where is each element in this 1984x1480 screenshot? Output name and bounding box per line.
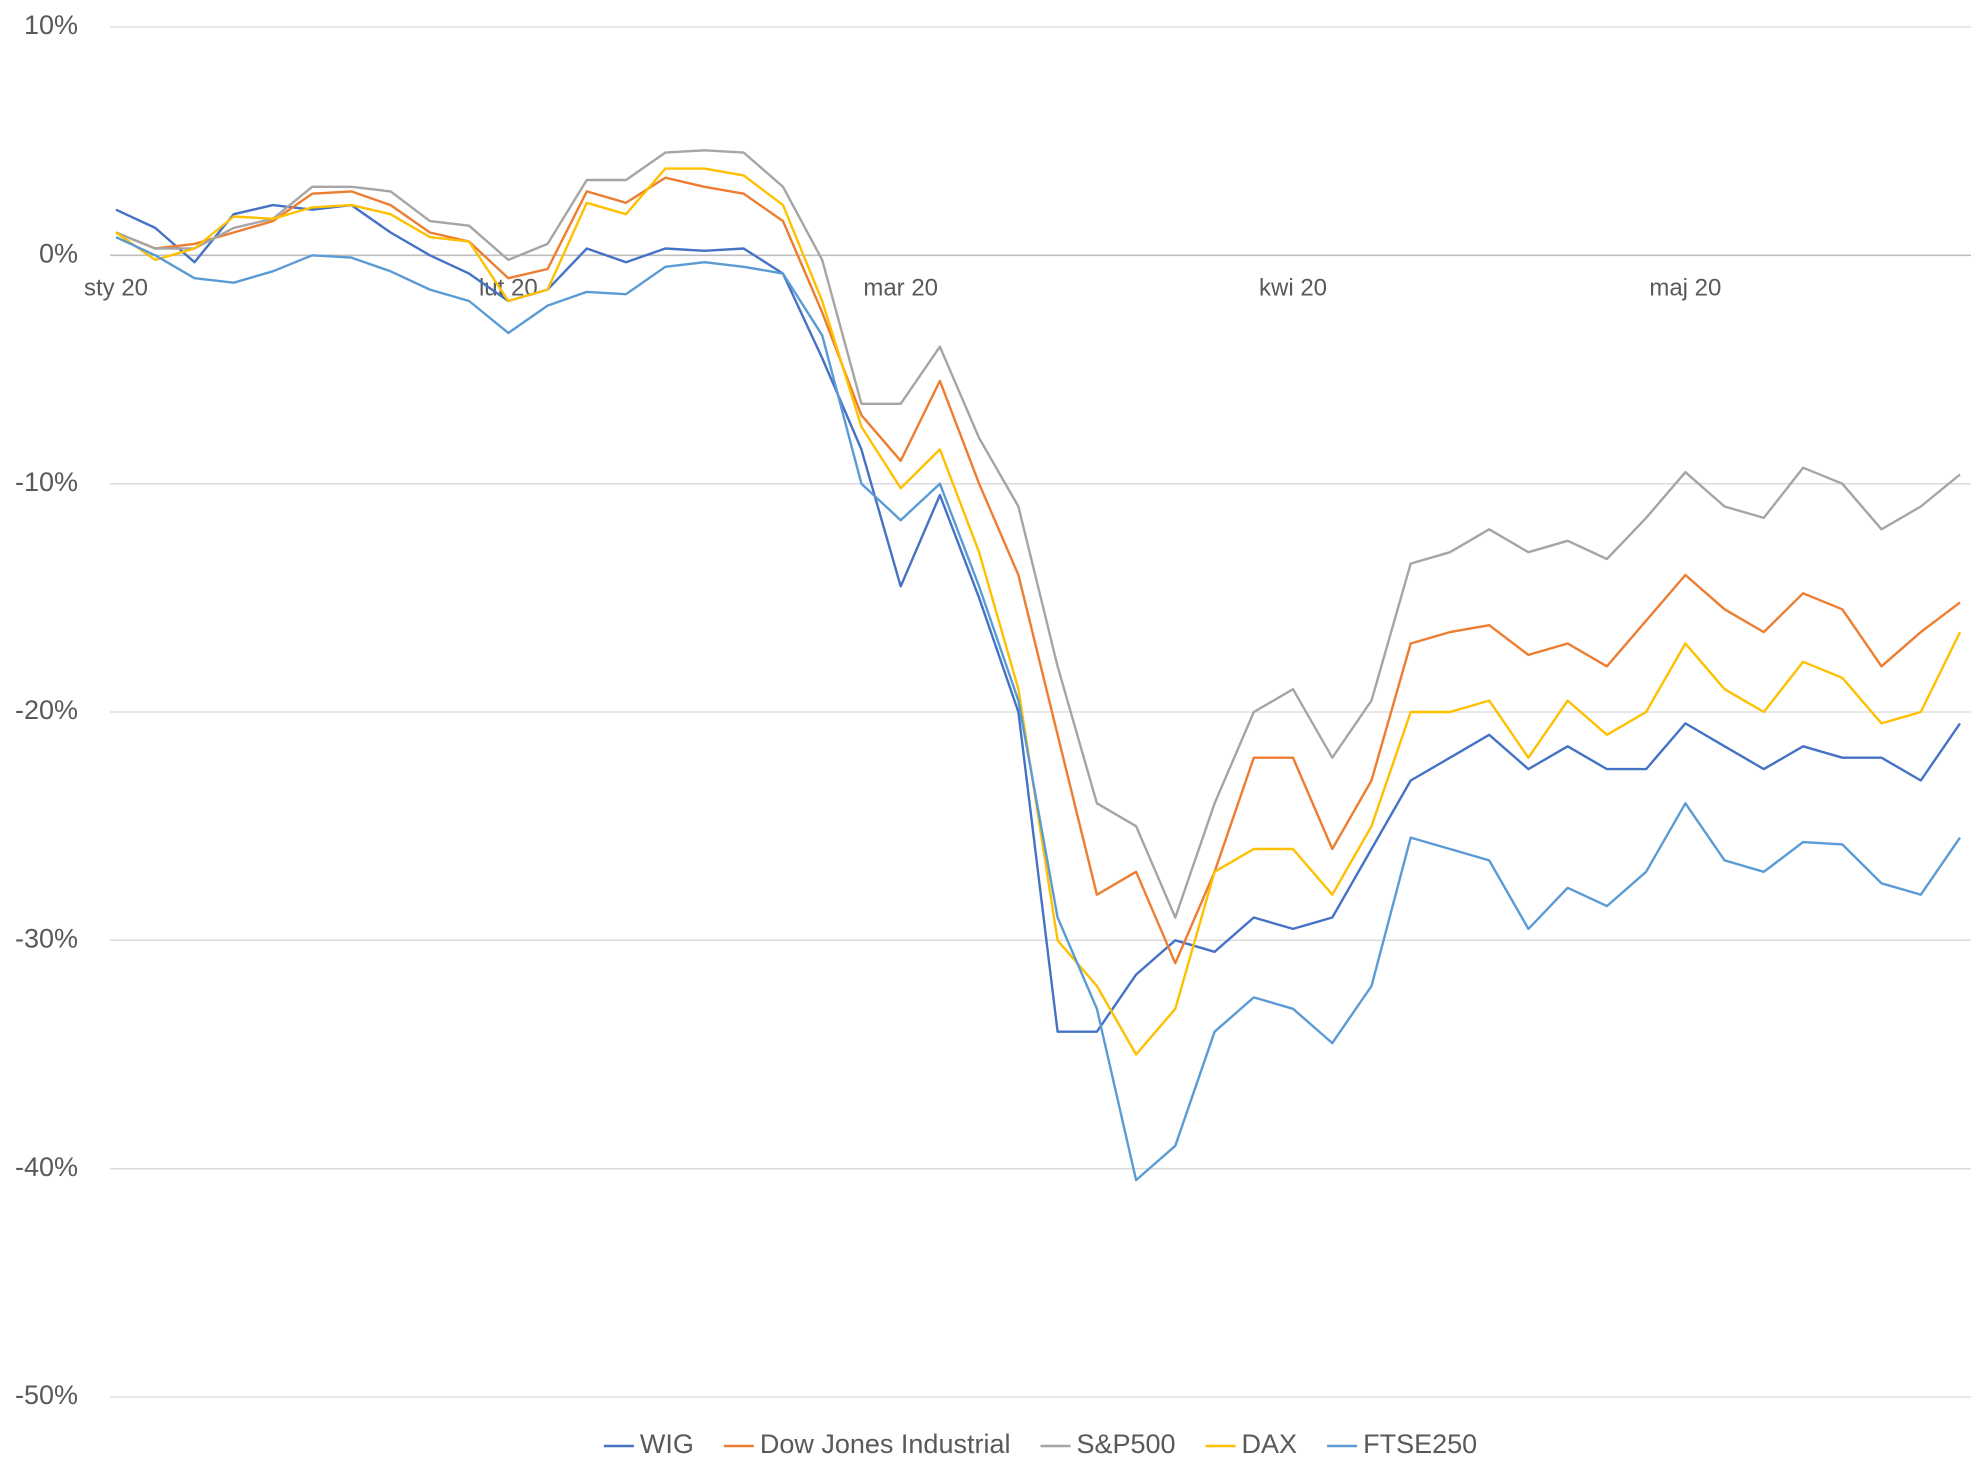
legend-label: S&P500 xyxy=(1076,1429,1175,1459)
x-tick-label: sty 20 xyxy=(84,275,148,302)
legend: WIG Dow Jones Industrial S&P500 DAX FTSE250 xyxy=(603,1429,1477,1459)
series-line xyxy=(115,176,1961,965)
legend-label: FTSE250 xyxy=(1363,1429,1477,1459)
x-tick-label: mar 20 xyxy=(863,275,938,302)
y-tick-label: -50% xyxy=(15,1380,78,1410)
legend-label: Dow Jones Industrial xyxy=(760,1429,1011,1459)
series-line xyxy=(115,149,1961,919)
y-tick-label: 10% xyxy=(24,10,78,40)
y-tick-label: -10% xyxy=(15,467,78,497)
legend-label: DAX xyxy=(1242,1429,1298,1459)
series-line xyxy=(115,236,1961,1182)
y-tick-label: -30% xyxy=(15,923,78,953)
y-tick-label: -20% xyxy=(15,695,78,725)
y-tick-label: 0% xyxy=(39,238,78,268)
series-line xyxy=(115,203,1961,1033)
y-tick-label: -40% xyxy=(15,1152,78,1182)
x-tick-label: kwi 20 xyxy=(1259,275,1327,302)
legend-label: WIG xyxy=(640,1429,694,1459)
x-tick-label: maj 20 xyxy=(1649,275,1721,302)
